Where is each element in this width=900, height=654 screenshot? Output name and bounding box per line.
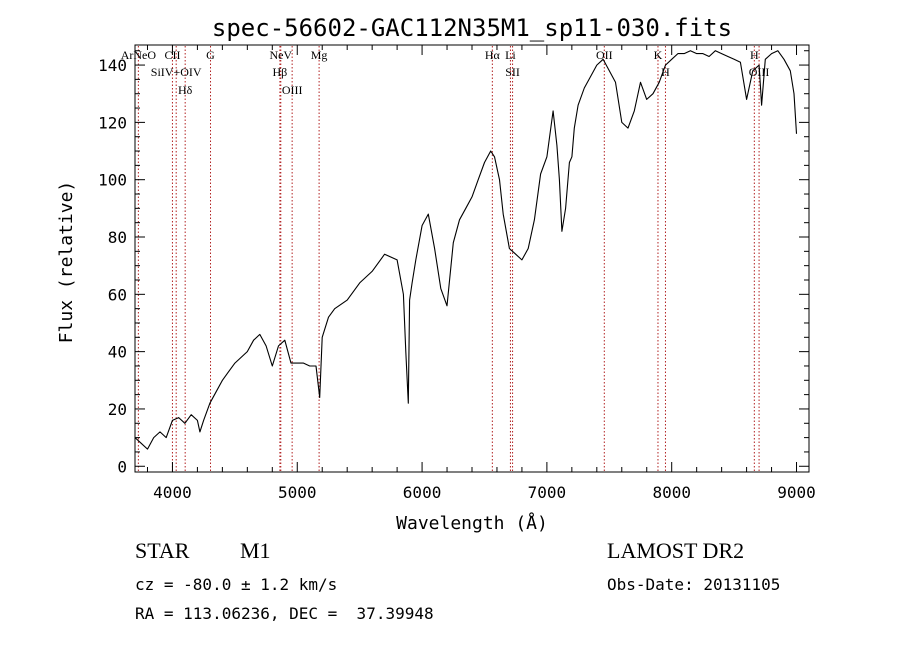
chart-title: spec-56602-GAC112N35M1_sp11-030.fits <box>212 14 732 42</box>
y-tick-label: 0 <box>117 457 127 476</box>
y-axis-label: Flux (relative) <box>56 181 77 344</box>
line-label: OII <box>596 48 613 62</box>
line-label: Mg <box>311 48 328 62</box>
y-tick-label: 80 <box>108 228 127 247</box>
line-label: H <box>750 48 759 62</box>
line-label: OIII <box>282 83 303 97</box>
y-tick-label: 140 <box>98 56 127 75</box>
line-label: CII <box>164 48 180 62</box>
line-label: ArNeO <box>121 48 157 62</box>
spectrum-line <box>134 50 798 450</box>
x-tick-label: 8000 <box>652 483 691 502</box>
x-axis-label: Wavelength (Å) <box>396 512 548 534</box>
object-class: STAR <box>135 538 190 563</box>
obs-date: Obs-Date: 20131105 <box>607 575 781 594</box>
line-label: SII <box>505 65 520 79</box>
line-label: Hα <box>485 48 501 62</box>
line-label: Hβ <box>273 65 288 79</box>
y-tick-label: 20 <box>108 400 127 419</box>
x-tick-label: 4000 <box>153 483 192 502</box>
line-label: OIII <box>749 65 770 79</box>
line-label: SiIV+OIV <box>151 65 202 79</box>
x-tick-label: 5000 <box>278 483 317 502</box>
line-label: NeV <box>269 48 292 62</box>
y-tick-label: 40 <box>108 343 127 362</box>
x-tick-label: 7000 <box>528 483 567 502</box>
line-label: G <box>206 48 215 62</box>
line-label: Li <box>505 48 516 62</box>
line-label: Hδ <box>178 83 193 97</box>
line-label: K <box>654 48 663 62</box>
coordinates-readout: RA = 113.06236, DEC = 37.39948 <box>135 604 434 623</box>
survey-name: LAMOST DR2 <box>607 538 745 563</box>
line-label: H <box>661 65 670 79</box>
velocity-readout: cz = -80.0 ± 1.2 km/s <box>135 575 338 594</box>
x-tick-label: 9000 <box>777 483 816 502</box>
y-tick-label: 120 <box>98 113 127 132</box>
plot-frame <box>134 44 810 473</box>
y-tick-label: 100 <box>98 171 127 190</box>
x-tick-label: 6000 <box>403 483 442 502</box>
y-tick-label: 60 <box>108 285 127 304</box>
object-subclass: M1 <box>240 538 271 563</box>
